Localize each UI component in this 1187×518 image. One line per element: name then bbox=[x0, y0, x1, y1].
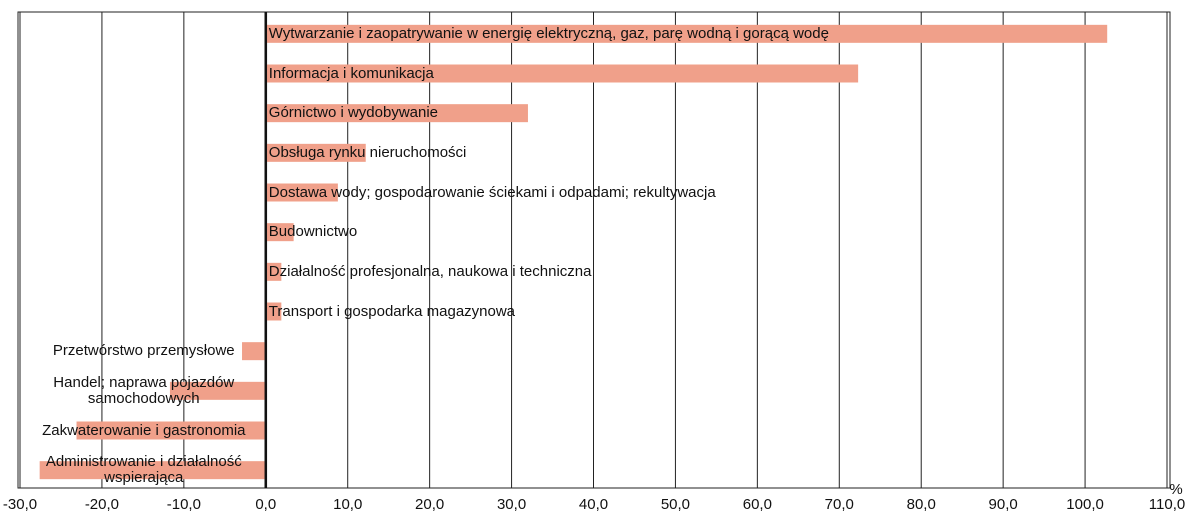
category-label: Obsługa rynku nieruchomości bbox=[268, 143, 467, 161]
bar bbox=[265, 64, 859, 83]
bar bbox=[39, 461, 266, 480]
x-tick-label: 70,0 bbox=[825, 496, 854, 513]
category-label: Informacja i komunikacja bbox=[268, 64, 434, 82]
x-tick-label: 50,0 bbox=[661, 496, 690, 513]
bar bbox=[265, 302, 282, 321]
x-tick-label: 20,0 bbox=[415, 496, 444, 513]
category-label: Wytwarzanie i zaopatrywanie w energię el… bbox=[268, 24, 829, 42]
x-tick-label: 40,0 bbox=[579, 496, 608, 513]
x-tick-label: -10,0 bbox=[167, 496, 201, 513]
x-tick-label: 10,0 bbox=[333, 496, 362, 513]
category-label: Działalność profesjonalna, naukowa i tec… bbox=[268, 262, 592, 280]
category-label: Górnictwo i wydobywanie bbox=[268, 104, 439, 122]
x-axis-unit: % bbox=[1169, 481, 1182, 498]
bar bbox=[265, 183, 338, 202]
bar bbox=[265, 223, 294, 242]
category-label: Administrowanie i działalność wspierając… bbox=[45, 453, 242, 487]
bar bbox=[265, 262, 282, 281]
category-label: Budownictwo bbox=[268, 223, 358, 241]
x-tick-label: 90,0 bbox=[989, 496, 1018, 513]
x-tick-label: -20,0 bbox=[85, 496, 119, 513]
x-tick-label: -30,0 bbox=[3, 496, 37, 513]
category-label: Handel; naprawa pojazdów samochodowych bbox=[53, 373, 235, 407]
category-label: Transport i gospodarka magazynowa bbox=[268, 302, 516, 320]
x-tick-label: 110,0 bbox=[1149, 496, 1185, 513]
category-label: Przetwórstwo przemysłowe bbox=[52, 342, 235, 360]
x-tick-label: 100,0 bbox=[1066, 496, 1104, 513]
bar bbox=[265, 104, 528, 123]
category-label: Dostawa wody; gospodarowanie ściekami i … bbox=[268, 183, 716, 201]
bar bbox=[265, 143, 366, 162]
bar bbox=[76, 421, 266, 440]
bar bbox=[242, 342, 266, 361]
bar bbox=[169, 381, 266, 400]
x-tick-label: 30,0 bbox=[497, 496, 526, 513]
bar bbox=[265, 24, 1108, 43]
x-tick-label: 60,0 bbox=[743, 496, 772, 513]
x-tick-label: 80,0 bbox=[907, 496, 936, 513]
x-tick-label: 0,0 bbox=[255, 496, 276, 513]
category-label: Zakwaterowanie i gastronomia bbox=[42, 421, 246, 439]
